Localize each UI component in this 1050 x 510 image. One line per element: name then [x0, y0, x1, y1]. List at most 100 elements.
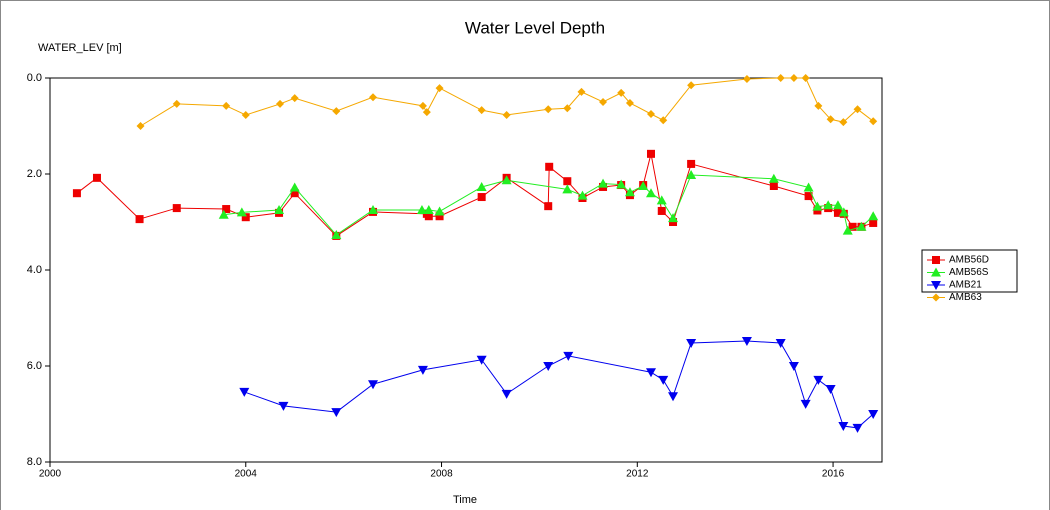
x-tick-label: 2000	[39, 469, 62, 480]
data-point	[668, 392, 679, 402]
data-point	[803, 182, 814, 192]
legend-marker	[931, 267, 941, 277]
data-point	[833, 208, 842, 217]
series-line	[244, 340, 874, 429]
y-axis-label: WATER_LEV [m]	[38, 42, 122, 54]
y-tick-label: 6.0	[27, 360, 42, 372]
data-point	[276, 99, 285, 108]
data-point	[135, 215, 144, 224]
data-point	[788, 362, 799, 371]
data-point	[424, 212, 433, 221]
data-point	[562, 184, 573, 194]
data-point	[502, 110, 511, 119]
legend-label: AMB63	[949, 292, 982, 303]
legend-label: AMB56D	[949, 255, 989, 266]
data-point	[274, 205, 285, 214]
data-point	[434, 206, 445, 216]
data-point	[136, 122, 145, 130]
data-point	[435, 84, 444, 93]
y-tick-label: 4.0	[27, 264, 42, 276]
data-point	[368, 380, 379, 390]
data-point	[742, 74, 751, 83]
data-point	[222, 205, 231, 214]
data-point	[801, 74, 810, 82]
data-point	[236, 207, 247, 217]
data-point	[417, 365, 428, 375]
series-line	[140, 77, 874, 127]
data-point	[239, 387, 250, 397]
data-point	[92, 173, 101, 182]
data-point	[657, 206, 666, 215]
data-point	[290, 189, 299, 198]
data-point	[501, 389, 512, 399]
data-point	[172, 204, 181, 213]
data-point	[838, 207, 849, 217]
data-point	[624, 187, 635, 197]
data-point	[332, 107, 341, 116]
data-point	[686, 169, 697, 179]
data-point	[686, 338, 697, 348]
data-point	[687, 159, 696, 168]
data-point	[598, 178, 609, 188]
data-point	[813, 375, 824, 385]
x-tick-label: 2012	[626, 469, 649, 480]
data-point	[789, 74, 798, 82]
series-line	[76, 153, 874, 237]
data-point	[543, 362, 554, 371]
x-tick-label: 2016	[822, 469, 845, 480]
y-tick-label: 8.0	[27, 456, 42, 468]
legend-marker	[932, 293, 940, 302]
data-point	[290, 94, 299, 103]
plot-frame	[49, 77, 883, 463]
data-point	[814, 101, 823, 110]
data-point	[842, 225, 853, 235]
data-point	[658, 375, 669, 385]
data-point	[563, 351, 574, 361]
data-point	[768, 173, 779, 183]
data-point	[476, 181, 487, 191]
data-point	[477, 193, 486, 202]
data-point	[331, 229, 342, 239]
legend-label: AMB21	[949, 280, 982, 291]
data-point	[775, 338, 786, 348]
x-tick-label: 2004	[235, 469, 258, 480]
data-point	[853, 105, 862, 114]
data-point	[741, 337, 752, 347]
data-point	[476, 355, 487, 365]
data-point	[418, 101, 427, 110]
data-point	[812, 201, 823, 211]
data-point	[839, 118, 848, 127]
data-point	[656, 195, 667, 205]
y-tick-label: 0.0	[27, 72, 42, 84]
data-point	[368, 205, 379, 214]
data-point	[668, 213, 679, 223]
data-point	[563, 177, 572, 186]
data-point	[563, 104, 572, 113]
data-point	[477, 106, 486, 115]
data-point	[868, 211, 879, 221]
data-point	[869, 218, 878, 227]
data-point	[241, 213, 250, 222]
data-point	[435, 212, 444, 221]
data-point	[72, 189, 81, 198]
data-point	[856, 221, 867, 231]
data-point	[645, 368, 656, 378]
data-point	[331, 408, 342, 418]
data-point	[776, 74, 785, 82]
data-point	[826, 115, 835, 124]
data-point	[659, 116, 668, 125]
data-point	[423, 205, 434, 214]
data-point	[625, 98, 634, 107]
data-point	[838, 422, 849, 431]
data-point	[638, 181, 649, 190]
data-point	[289, 182, 300, 192]
data-point	[832, 200, 843, 210]
data-point	[218, 209, 229, 219]
data-point	[544, 105, 553, 114]
data-point	[646, 110, 655, 118]
data-point	[848, 222, 857, 231]
data-point	[172, 99, 181, 108]
data-point	[769, 182, 778, 190]
data-point	[241, 110, 250, 119]
